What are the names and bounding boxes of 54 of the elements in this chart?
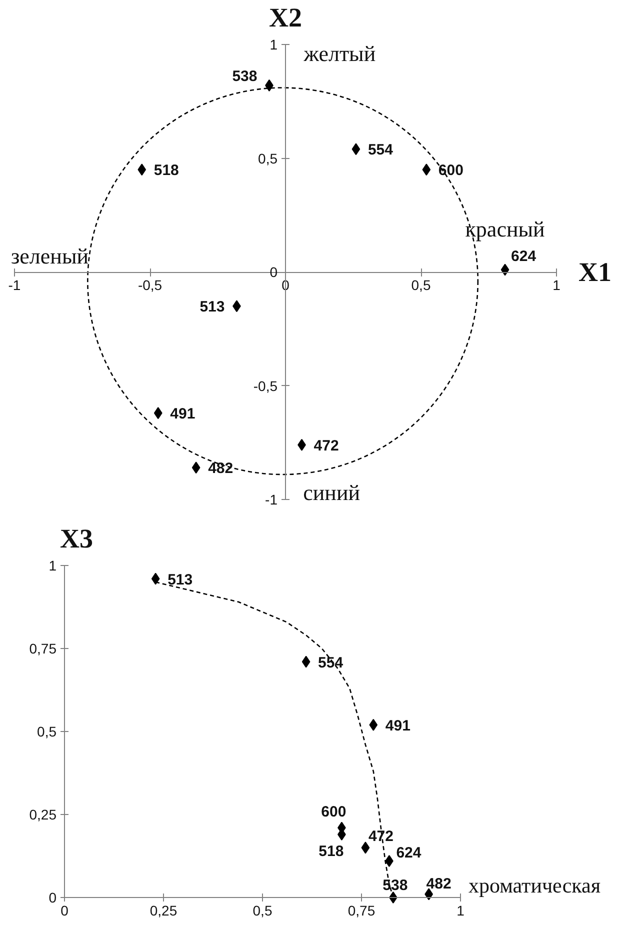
x-tick-label: -1 (8, 277, 21, 293)
y-tick-label: 0,75 (29, 640, 57, 656)
annotation: 472 (368, 828, 394, 846)
y-tick-label: -1 (265, 492, 278, 508)
annotation: 624 (511, 248, 537, 266)
annotation: 554 (368, 142, 394, 159)
annotation: желтый (302, 41, 376, 66)
y-tick-label: 1 (48, 558, 57, 574)
y-tick-label: 0,5 (258, 150, 278, 166)
y-tick-label: 0 (48, 890, 57, 906)
x-tick-label: 0,25 (150, 902, 178, 918)
annotation: красный (465, 216, 546, 242)
point (369, 718, 378, 731)
point (192, 462, 200, 474)
point (361, 842, 370, 854)
annotation: 491 (170, 406, 196, 423)
point (138, 164, 146, 176)
annotation: 482 (208, 460, 234, 478)
x-tick-label: 0 (60, 902, 69, 918)
y-tick-label: 0,25 (29, 806, 57, 822)
y-axis-title: X2 (269, 2, 302, 32)
annotation: 600 (438, 162, 464, 180)
x-axis-title: хроматическая (468, 874, 601, 898)
annotation: 538 (382, 877, 408, 894)
annotation: синий (303, 480, 360, 506)
point (302, 656, 310, 668)
point (352, 143, 360, 156)
annotation: 472 (314, 437, 339, 454)
x-tick-label: 0,75 (348, 902, 376, 918)
x-tick-label: 1 (456, 902, 465, 918)
annotation: зеленый (10, 244, 89, 269)
x-tick-label: 0,5 (411, 277, 431, 293)
y-tick-label: 1 (270, 36, 278, 52)
annotation: 624 (396, 844, 422, 862)
annotation: 538 (232, 68, 258, 85)
point (422, 164, 431, 176)
annotation: 554 (318, 654, 344, 672)
x-tick-label: 1 (552, 277, 561, 293)
annotation: 518 (154, 162, 179, 180)
annotation: 518 (318, 842, 344, 860)
annotation: 513 (200, 298, 225, 316)
y-axis-title: X3 (60, 524, 93, 554)
y-tick-label: -0,5 (253, 378, 278, 394)
point (151, 572, 160, 585)
annotation: 513 (168, 571, 193, 588)
y-tick-label: 0 (270, 264, 278, 280)
y-tick-label: 0,5 (37, 724, 57, 740)
point (500, 264, 510, 276)
point (154, 407, 162, 420)
x-axis-title: X1 (578, 257, 612, 287)
annotation: 482 (426, 876, 452, 893)
annotation: 491 (385, 717, 410, 734)
x-tick-label: -0,5 (138, 277, 162, 293)
annotation: 600 (321, 803, 346, 820)
